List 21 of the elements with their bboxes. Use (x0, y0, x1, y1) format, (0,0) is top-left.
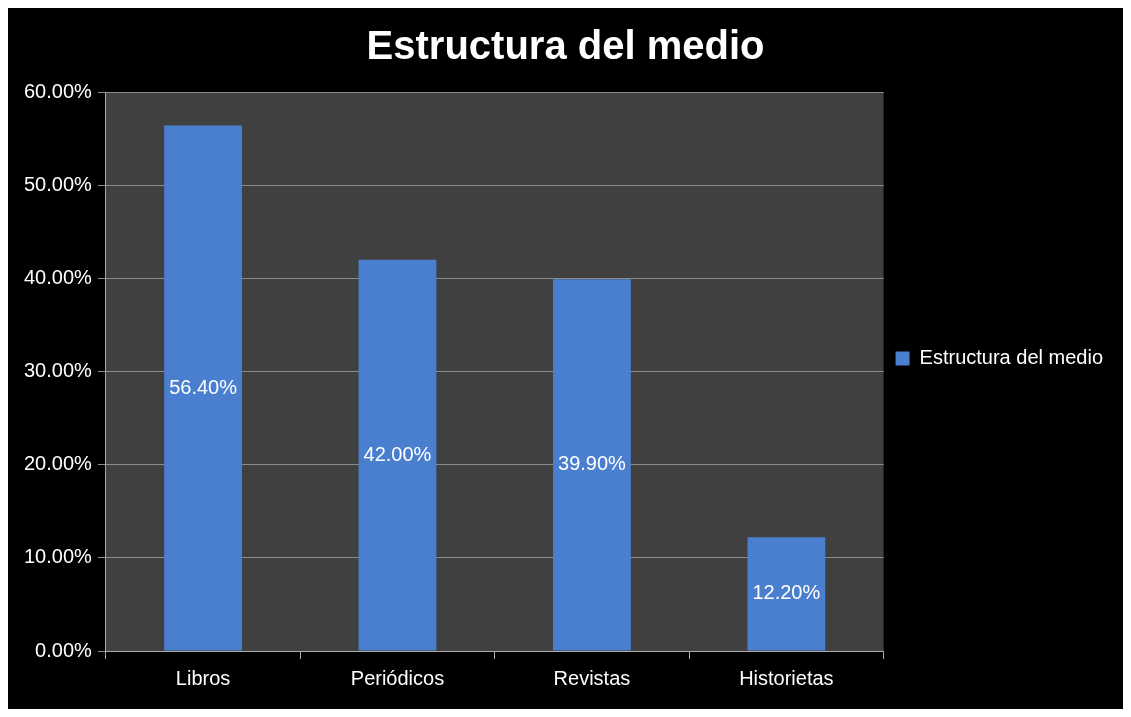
bar (164, 125, 242, 651)
data-label: 12.20% (752, 581, 821, 604)
data-label: 56.40% (169, 375, 238, 398)
y-tick-label: 20.00% (23, 452, 93, 475)
bar (553, 279, 631, 651)
y-tick-label: 40.00% (23, 265, 93, 288)
y-tick-label: 30.00% (23, 359, 93, 382)
bar (358, 259, 437, 651)
x-tick-label: Libros (175, 666, 231, 689)
x-tick-label: Historietas (739, 666, 834, 689)
bar (747, 537, 826, 651)
y-tick-label: 0.00% (35, 638, 93, 661)
data-label: 39.90% (558, 452, 627, 475)
x-tick-label: Revistas (553, 666, 631, 689)
y-tick-label: 60.00% (23, 79, 93, 102)
data-label: 42.00% (363, 442, 432, 465)
x-tick-label: Periódicos (350, 666, 445, 689)
legend-label: Estructura del medio (919, 346, 1103, 369)
chart-title: Estructura del medio (366, 23, 765, 68)
y-tick-label: 10.00% (23, 545, 93, 568)
y-tick-label: 50.00% (23, 172, 93, 195)
